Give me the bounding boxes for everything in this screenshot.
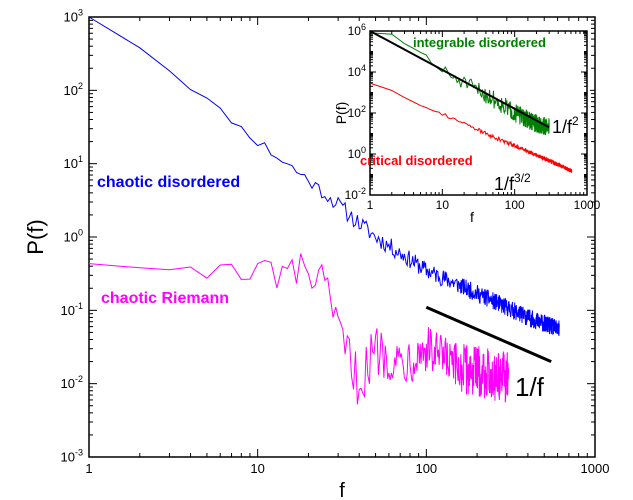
x-tick-label: 100 <box>505 198 525 212</box>
x-tick-label: 10 <box>250 461 264 476</box>
series-line-chaotic-riemann <box>88 253 509 405</box>
y-tick-label: 101 <box>64 154 83 171</box>
x-tick-label: 100 <box>415 461 437 476</box>
y-tick-label: 100 <box>64 228 83 245</box>
inset-x-axis: 1 10 100 1000 <box>367 31 601 212</box>
reference-line-0 <box>425 305 552 363</box>
reference-line-0 <box>369 30 550 129</box>
y-tick-label: 106 <box>348 22 366 38</box>
main-x-axis: 1 10 100 1000 <box>85 17 609 476</box>
legend-label-integrable-disordered: integrable disordered <box>413 35 546 50</box>
y-tick-label: 10-1 <box>61 301 83 318</box>
y-tick-label: 102 <box>64 81 83 98</box>
y-tick-label: 10-3 <box>61 448 83 465</box>
label-one-over-f-three-halves: 1/f3/2 <box>494 171 531 194</box>
inset-background <box>355 27 590 201</box>
x-tick-label: 1 <box>367 198 374 212</box>
x-tick-label: 1 <box>85 461 92 476</box>
inset-plot: 1 10 100 1000 10-2 100 102 104 106 f P(f) integ… <box>333 22 601 225</box>
main-reference-layer <box>425 305 552 363</box>
legend-label-critical-disordered: critical disordered <box>360 153 473 168</box>
x-tick-label: 10 <box>436 198 450 212</box>
label-one-over-f-squared-base: 1/f <box>552 117 573 137</box>
inset-y-axis: 10-2 100 102 104 106 <box>345 22 587 202</box>
inset-y-axis-label: P(f) <box>333 102 349 125</box>
inset-reference-layer <box>369 30 550 129</box>
x-tick-label: 1000 <box>574 198 601 212</box>
main-y-axis-label: P(f) <box>23 219 48 254</box>
label-one-over-f: 1/f <box>515 372 545 402</box>
inset-x-axis-label: f <box>470 209 474 225</box>
y-tick-label: 10-2 <box>345 186 366 202</box>
label-one-over-f-three-halves-exp: 3/2 <box>514 171 531 185</box>
y-tick-label: 102 <box>348 104 366 120</box>
label-one-over-f-squared-exp: 2 <box>572 114 579 128</box>
main-x-axis-label: f <box>339 480 345 500</box>
label-one-over-f-squared: 1/f2 <box>552 114 579 137</box>
series-line-critical-disordered <box>369 82 573 173</box>
main-series-layer <box>88 16 560 405</box>
x-tick-label: 1000 <box>581 461 610 476</box>
y-tick-label: 103 <box>64 8 83 25</box>
y-tick-label: 10-2 <box>61 374 83 391</box>
legend-label-chaotic-disordered: chaotic disordered <box>97 174 240 191</box>
label-one-over-f-three-halves-base: 1/f <box>494 174 515 194</box>
series-line-chaotic-disordered <box>88 16 560 336</box>
y-tick-label: 104 <box>348 63 366 79</box>
legend-label-chaotic-riemann: chaotic Riemann <box>101 290 229 307</box>
y-tick-label: 100 <box>348 145 366 161</box>
